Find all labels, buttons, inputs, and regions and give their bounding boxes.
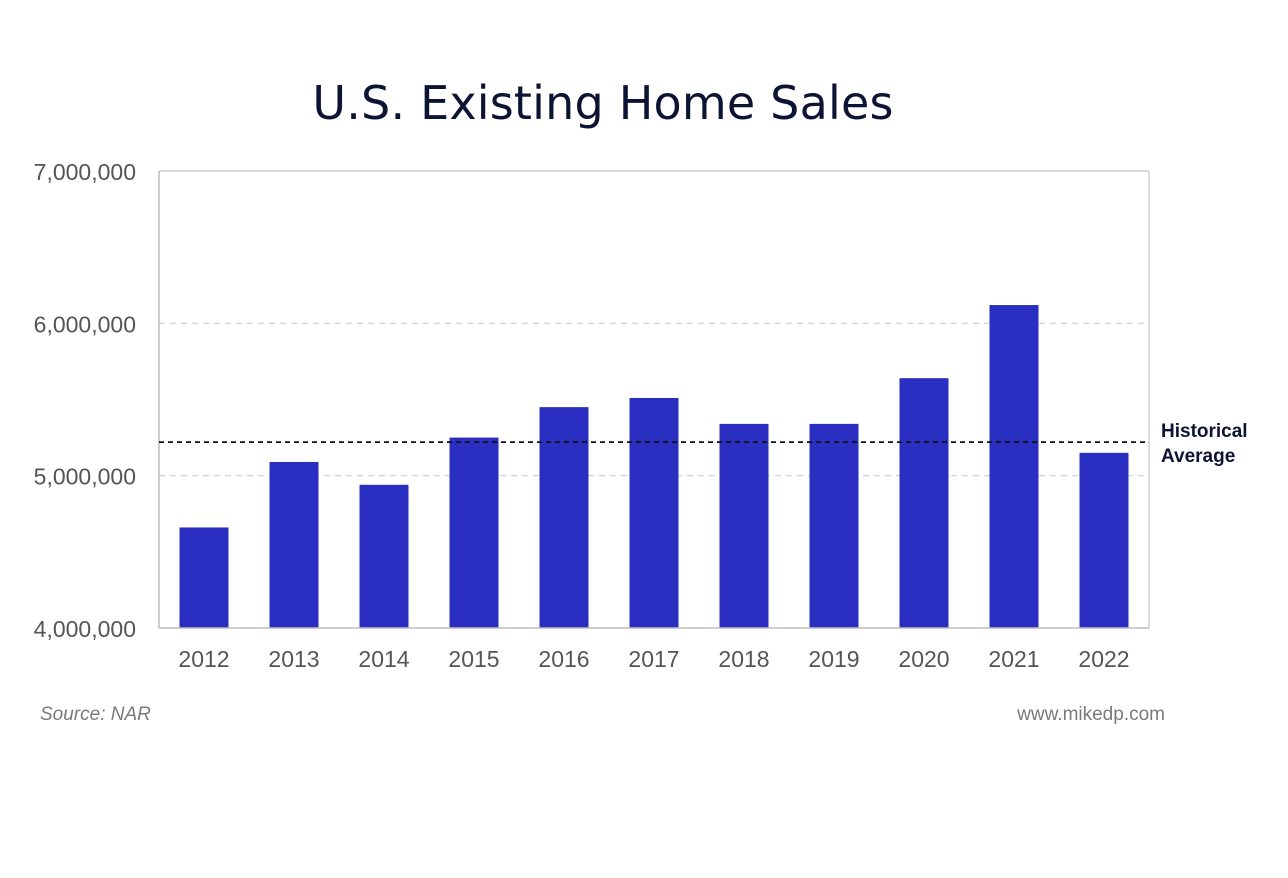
bar-2017: [629, 397, 679, 628]
bar-2021: [989, 305, 1039, 628]
bar-2015: [449, 437, 499, 628]
x-tick-label: 2014: [358, 646, 409, 672]
bar-2022: [1079, 452, 1129, 628]
x-tick-label: 2016: [538, 646, 589, 672]
y-tick-label: 7,000,000: [34, 159, 136, 185]
website-credit: www.mikedp.com: [1017, 704, 1165, 725]
y-tick-label: 4,000,000: [34, 616, 136, 642]
bar-2013: [269, 461, 319, 628]
x-tick-label: 2018: [718, 646, 769, 672]
bar-2019: [809, 423, 859, 628]
reference-label-line2: Average: [1161, 446, 1236, 467]
x-tick-label: 2021: [988, 646, 1039, 672]
bar-2016: [539, 407, 589, 628]
x-tick-label: 2022: [1078, 646, 1129, 672]
bar-2020: [899, 378, 949, 628]
x-tick-label: 2017: [628, 646, 679, 672]
y-tick-label: 5,000,000: [34, 464, 136, 490]
x-tick-label: 2012: [178, 646, 229, 672]
x-tick-label: 2019: [808, 646, 859, 672]
bar-2018: [719, 423, 769, 628]
source-note: Source: NAR: [40, 704, 151, 725]
reference-label-line1: Historical: [1161, 421, 1248, 442]
x-tick-label: 2015: [448, 646, 499, 672]
reference-line-label: Historical Average: [1161, 419, 1248, 469]
x-tick-label: 2020: [898, 646, 949, 672]
x-tick-label: 2013: [268, 646, 319, 672]
chart-title: U.S. Existing Home Sales: [312, 76, 894, 130]
bar-2012: [179, 527, 229, 628]
bar-2014: [359, 484, 409, 628]
y-tick-label: 6,000,000: [34, 311, 136, 337]
